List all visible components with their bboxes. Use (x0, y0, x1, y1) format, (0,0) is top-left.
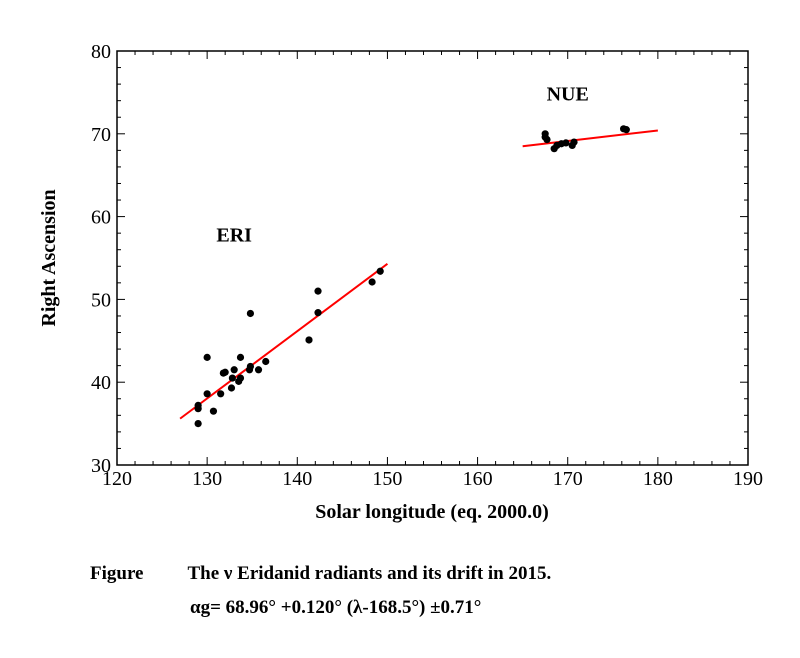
data-point-eri (228, 374, 236, 382)
scatter-chart: 120 130 140 150 160 170 180 190 30 40 50 60 70 80 ER… (38, 41, 763, 523)
data-point-eri (368, 278, 376, 286)
y-tick-label: 80 (91, 41, 111, 63)
caption-title: The ν Eridanid radiants and its drift in… (187, 563, 552, 584)
data-point-eri (236, 374, 245, 382)
x-tick-label: 190 (733, 468, 763, 490)
y-tick-labels: 30 40 50 60 70 80 (91, 41, 111, 477)
data-point-eri (254, 366, 263, 374)
data-point-nue (541, 130, 549, 138)
axis-ticks (116, 50, 749, 466)
y-tick-label: 50 (91, 289, 111, 311)
y-tick-label: 30 (91, 455, 111, 477)
data-points (194, 125, 630, 428)
data-point-eri (314, 309, 322, 317)
fit-lines (179, 129, 658, 420)
data-point-eri (209, 407, 218, 415)
data-point-eri (227, 384, 236, 392)
data-point-nue (570, 138, 578, 146)
fit-line (179, 262, 389, 420)
data-point-eri (305, 336, 313, 344)
x-tick-label: 170 (553, 468, 583, 490)
x-tick-label: 130 (192, 468, 222, 490)
data-point-eri (194, 401, 202, 409)
data-point-nue (622, 126, 630, 134)
x-tick-label: 150 (372, 468, 402, 490)
y-tick-label: 70 (91, 124, 111, 146)
x-axis-title: Solar longitude (eq. 2000.0) (315, 501, 549, 523)
data-point-eri (217, 390, 225, 398)
y-tick-label: 40 (91, 372, 111, 394)
data-point-eri (230, 366, 238, 374)
data-point-eri (246, 362, 255, 371)
x-tick-label: 140 (282, 468, 312, 490)
annotation-eri: ERI (216, 224, 252, 246)
data-point-eri (236, 353, 245, 361)
data-point-eri (376, 267, 384, 275)
annotations: ERI NUE (216, 84, 588, 247)
data-point-nue (543, 135, 551, 144)
caption-line-1: Figure The ν Eridanid radiants and its dr… (90, 563, 551, 585)
caption-formula: αg= 68.96° +0.120° (λ-168.5°) ±0.71° (190, 597, 482, 618)
x-tick-label: 180 (643, 468, 673, 490)
data-point-eri (221, 368, 229, 376)
data-point-eri (246, 309, 255, 318)
x-tick-label: 160 (463, 468, 493, 490)
annotation-nue: NUE (547, 84, 589, 106)
plot-frame (116, 50, 749, 466)
y-axis-title: Right Ascension (38, 189, 60, 326)
caption-figure-label: Figure (90, 563, 144, 584)
y-tick-label: 60 (91, 207, 111, 229)
data-point-eri (194, 420, 202, 428)
fit-line (522, 129, 658, 148)
x-tick-label: 120 (102, 468, 132, 490)
data-point-eri (203, 390, 211, 398)
x-tick-labels: 120 130 140 150 160 170 180 190 (102, 468, 763, 490)
data-point-nue (562, 139, 570, 147)
data-point-eri (262, 357, 270, 366)
data-point-eri (314, 287, 322, 295)
data-point-eri (203, 353, 211, 361)
